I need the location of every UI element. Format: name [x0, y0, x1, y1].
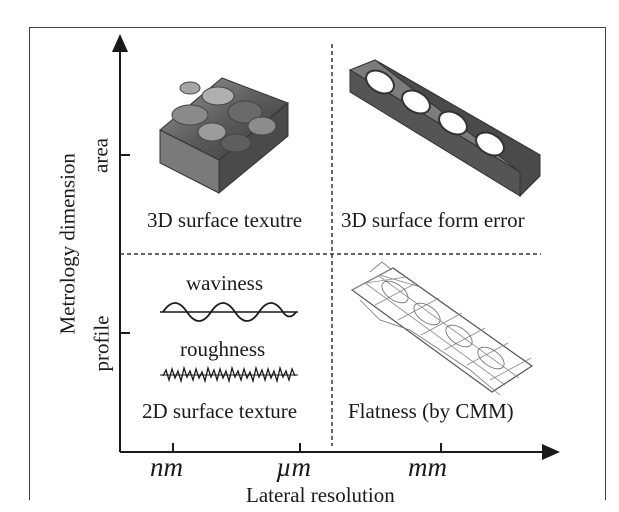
flatness-cmm-mesh-image: [350, 261, 534, 396]
roughness-label: roughness: [180, 337, 266, 361]
x-tick-label-nm: nm: [150, 452, 183, 482]
figure-frame: [29, 27, 606, 500]
quadrant-label-bottom-left: 2D surface texture: [142, 399, 298, 423]
roughness-curve: [162, 365, 296, 384]
x-tick-label-mm: mm: [408, 452, 447, 482]
x-axis-title: Lateral resolution: [246, 483, 395, 507]
quadrant-label-top-right: 3D surface form error: [341, 208, 525, 232]
quadrant-label-bottom-right: Flatness (by CMM): [348, 399, 514, 423]
y-tick-label-area: area: [88, 138, 113, 173]
engine-head-3d-image: [348, 59, 542, 198]
y-tick-label-profile: profile: [89, 315, 114, 372]
quadrant-label-top-left: 3D surface texutre: [147, 208, 303, 232]
x-tick-label-um: µm: [276, 452, 312, 482]
surface-texture-3d-image: [159, 77, 289, 195]
y-axis-title: Metrology dimension: [55, 153, 80, 335]
waviness-label: waviness: [186, 271, 263, 295]
